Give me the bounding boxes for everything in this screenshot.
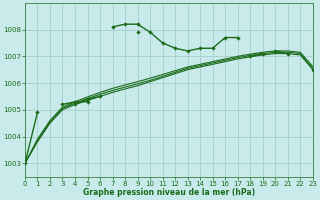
X-axis label: Graphe pression niveau de la mer (hPa): Graphe pression niveau de la mer (hPa): [83, 188, 255, 197]
